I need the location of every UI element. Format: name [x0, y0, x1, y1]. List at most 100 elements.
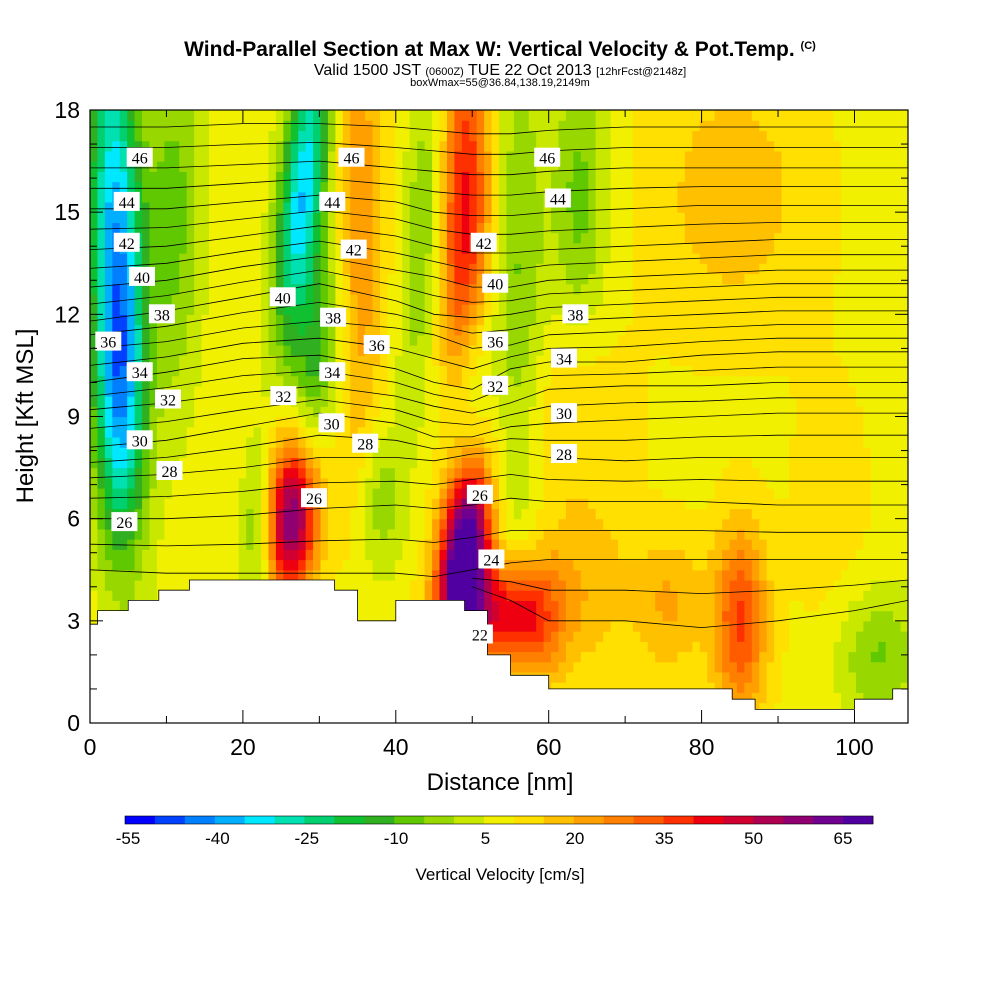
velocity-cell	[350, 110, 359, 121]
velocity-cell	[528, 150, 537, 162]
velocity-cell	[208, 222, 218, 234]
velocity-cell	[90, 120, 99, 132]
velocity-cell	[104, 488, 113, 499]
velocity-cell	[171, 150, 180, 162]
velocity-cell	[104, 426, 113, 438]
velocity-cell	[342, 120, 351, 132]
velocity-cell	[543, 426, 552, 438]
velocity-cell	[149, 426, 158, 438]
velocity-cell	[446, 436, 455, 448]
velocity-cell	[246, 569, 255, 581]
velocity-cell	[290, 528, 299, 540]
velocity-cell	[446, 590, 455, 601]
velocity-cell	[588, 559, 597, 571]
velocity-cell	[528, 110, 537, 121]
velocity-cell	[246, 273, 255, 285]
velocity-cell	[573, 579, 582, 591]
velocity-cell	[476, 140, 485, 152]
velocity-cell	[647, 181, 656, 193]
velocity-cell	[246, 324, 255, 336]
velocity-cell	[699, 344, 708, 356]
velocity-cell	[275, 191, 284, 203]
velocity-cell	[142, 130, 151, 142]
velocity-cell	[335, 293, 344, 305]
velocity-cell	[142, 498, 151, 510]
velocity-cell	[380, 304, 389, 315]
velocity-cell	[156, 253, 165, 264]
velocity-cell	[119, 344, 128, 356]
velocity-cell	[692, 293, 701, 305]
velocity-cell	[268, 222, 277, 234]
velocity-cell	[208, 253, 218, 264]
velocity-cell	[268, 273, 277, 285]
velocity-cell	[216, 488, 225, 499]
velocity-cell	[580, 682, 589, 693]
velocity-cell	[97, 161, 106, 172]
velocity-cell	[253, 191, 262, 203]
velocity-cell	[290, 498, 299, 510]
velocity-cell	[275, 498, 284, 510]
velocity-cell	[164, 539, 173, 550]
velocity-cell	[588, 396, 597, 407]
velocity-cell	[417, 375, 426, 387]
velocity-cell	[238, 263, 247, 275]
velocity-cell	[417, 365, 426, 377]
velocity-cell	[580, 508, 589, 520]
velocity-cell	[454, 488, 463, 499]
velocity-cell	[142, 283, 151, 295]
velocity-cell	[684, 293, 693, 305]
velocity-cell	[179, 528, 188, 540]
velocity-cell	[647, 161, 656, 172]
velocity-cell	[625, 140, 634, 152]
velocity-cell	[380, 201, 389, 213]
velocity-cell	[104, 242, 113, 254]
velocity-cell	[469, 120, 478, 132]
velocity-cell	[670, 304, 679, 315]
velocity-cell	[201, 488, 210, 499]
velocity-cell	[640, 447, 649, 458]
velocity-cell	[179, 426, 188, 438]
velocity-cell	[640, 467, 649, 479]
velocity-cell	[617, 631, 627, 642]
velocity-cell	[149, 477, 158, 489]
velocity-cell	[90, 344, 99, 356]
velocity-cell	[164, 191, 173, 203]
velocity-cell	[580, 406, 589, 418]
velocity-cell	[164, 130, 173, 142]
velocity-cell	[283, 457, 292, 469]
velocity-cell	[409, 528, 418, 540]
velocity-cell	[156, 140, 165, 152]
velocity-cell	[461, 181, 470, 193]
velocity-cell	[521, 631, 530, 642]
velocity-cell	[588, 600, 597, 612]
velocity-cell	[588, 671, 597, 683]
velocity-cell	[97, 293, 106, 305]
velocity-cell	[662, 436, 671, 448]
velocity-cell	[536, 293, 545, 305]
velocity-cell	[684, 569, 693, 581]
velocity-cell	[655, 508, 664, 520]
velocity-cell	[632, 365, 641, 377]
velocity-cell	[402, 426, 411, 438]
velocity-cell	[231, 304, 240, 315]
velocity-cell	[268, 324, 277, 336]
velocity-cell	[484, 590, 493, 601]
velocity-cell	[179, 130, 188, 142]
velocity-cell	[580, 641, 589, 653]
velocity-cell	[506, 518, 515, 530]
velocity-cell	[521, 130, 530, 142]
velocity-cell	[573, 467, 582, 479]
velocity-cell	[357, 110, 366, 121]
velocity-cell	[439, 426, 448, 438]
velocity-cell	[677, 273, 686, 285]
velocity-cell	[684, 375, 693, 387]
velocity-cell	[194, 201, 203, 213]
velocity-cell	[558, 283, 567, 295]
velocity-cell	[684, 161, 693, 172]
velocity-cell	[387, 457, 396, 469]
velocity-cell	[231, 477, 240, 489]
velocity-cell	[454, 590, 463, 601]
velocity-cell	[298, 191, 307, 203]
velocity-cell	[603, 477, 612, 489]
velocity-cell	[595, 488, 604, 499]
